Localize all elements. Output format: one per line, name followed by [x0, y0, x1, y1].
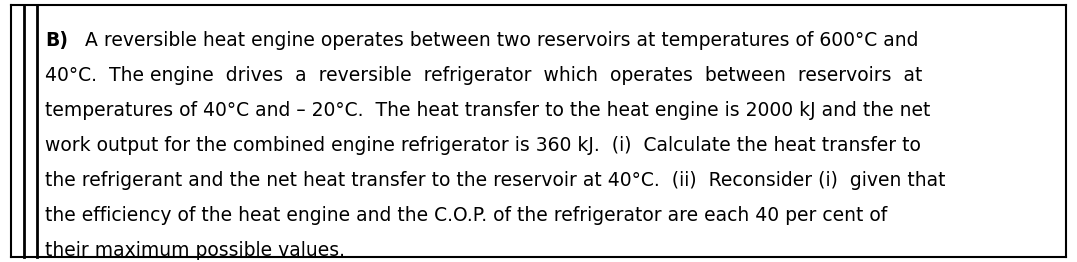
Text: 40°C.  The engine  drives  a  reversible  refrigerator  which  operates  between: 40°C. The engine drives a reversible ref…: [45, 66, 923, 85]
Text: the refrigerant and the net heat transfer to the reservoir at 40°C.  (ii)  Recon: the refrigerant and the net heat transfe…: [45, 171, 946, 190]
Text: work output for the combined engine refrigerator is 360 kJ.  (i)  Calculate the : work output for the combined engine refr…: [45, 136, 921, 155]
Text: their maximum possible values.: their maximum possible values.: [45, 241, 346, 260]
Text: the efficiency of the heat engine and the C.O.P. of the refrigerator are each 40: the efficiency of the heat engine and th…: [45, 206, 887, 225]
Text: temperatures of 40°C and – 20°C.  The heat transfer to the heat engine is 2000 k: temperatures of 40°C and – 20°C. The hea…: [45, 101, 931, 120]
Text: B): B): [45, 31, 68, 51]
Text: A reversible heat engine operates between two reservoirs at temperatures of 600°: A reversible heat engine operates betwee…: [73, 31, 919, 51]
